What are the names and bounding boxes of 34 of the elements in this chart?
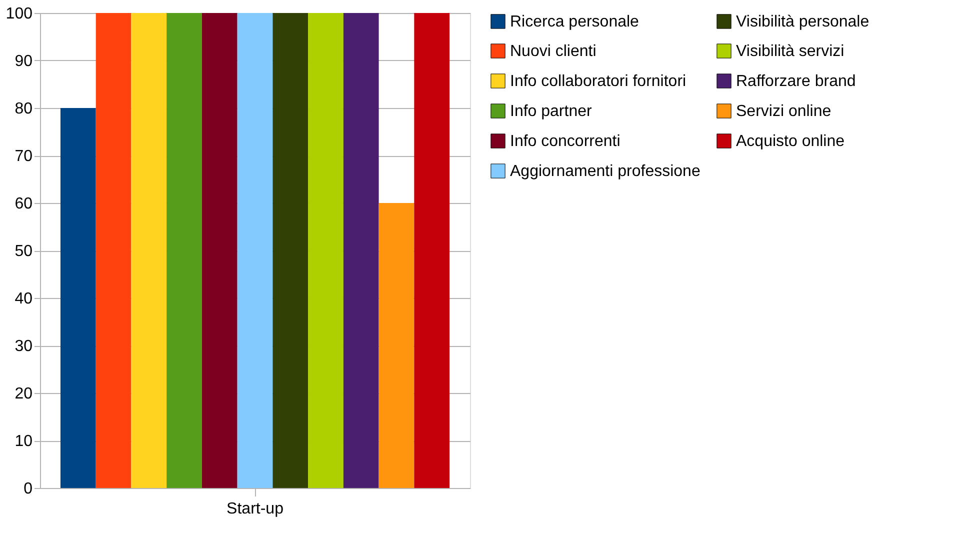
y-tick-label: 70: [14, 148, 33, 165]
legend-label: Acquisto online: [736, 133, 845, 150]
legend-label: Visibilità personale: [736, 13, 870, 30]
legend-label: Aggiornamenti professione: [510, 163, 700, 180]
y-tick-label: 0: [24, 480, 33, 498]
y-tick-label: 10: [14, 433, 33, 450]
bar: [202, 13, 238, 488]
y-tick-label: 20: [14, 386, 33, 402]
legend-label: Ricerca personale: [510, 13, 640, 30]
bar: [343, 13, 379, 488]
bar: [272, 13, 308, 488]
bar: [96, 13, 132, 488]
bar: [378, 203, 414, 488]
legend-label: Info partner: [510, 103, 592, 120]
y-tick-label: 30: [14, 338, 33, 355]
y-tick-label: 90: [14, 53, 33, 70]
y-tick-label: 80: [14, 100, 33, 118]
bar: [166, 13, 202, 488]
bar: [60, 108, 96, 488]
bar: [237, 13, 273, 488]
bar: [131, 13, 167, 488]
legend-label: Info concorrenti: [510, 133, 620, 150]
y-tick-label: 50: [14, 243, 33, 260]
legend-label: Info collaboratori fornitori: [510, 73, 686, 90]
legend-label: Rafforzare brand: [736, 73, 856, 90]
legend-label: Visibilità servizi: [736, 43, 844, 60]
bar: [414, 13, 450, 488]
y-tick-label: 60: [14, 196, 33, 212]
y-tick-label: 40: [14, 290, 33, 308]
legend-label: Servizi online: [736, 103, 832, 120]
x-tick-label: Start-up: [226, 500, 284, 518]
y-tick-label: 100: [6, 6, 33, 22]
legend-label: Nuovi clienti: [510, 43, 596, 60]
bar: [308, 13, 344, 488]
